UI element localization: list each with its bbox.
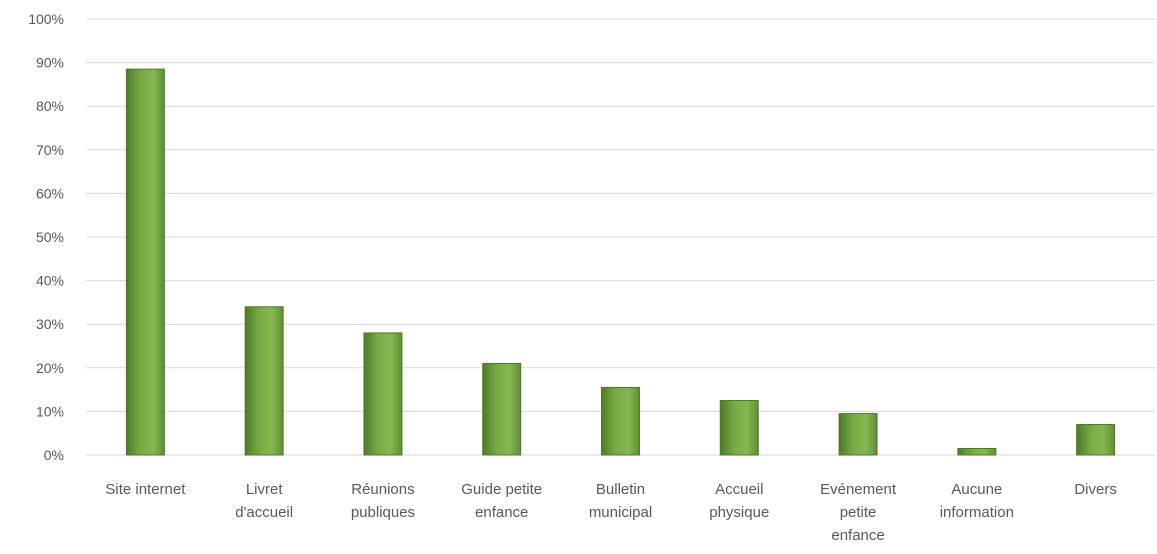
y-tick-label: 80% bbox=[36, 98, 64, 114]
x-category-label-line: information bbox=[940, 504, 1014, 521]
x-category-label-line: petite bbox=[840, 504, 877, 521]
x-category-label-line: Aucune bbox=[951, 481, 1002, 498]
bar bbox=[1076, 423, 1116, 456]
x-category-label-line: Livret bbox=[246, 481, 284, 498]
bar bbox=[482, 362, 522, 456]
y-tick-label: 70% bbox=[36, 142, 64, 158]
y-tick-label: 30% bbox=[36, 316, 64, 332]
y-axis-tick-labels: 0% 10% 20% 30% 40% 50% 60% 70% 80% 90% 100% bbox=[28, 11, 64, 463]
x-axis-category-labels: Site internet Livret d'accueil Réunions publ… bbox=[105, 481, 1117, 544]
x-category-label-line: Site internet bbox=[105, 481, 186, 498]
x-category-label-line: Réunions bbox=[351, 481, 414, 498]
x-category-label: Divers bbox=[1074, 481, 1117, 498]
x-category-label: Livret d'accueil bbox=[235, 481, 293, 521]
x-category-label: Accueil physique bbox=[709, 481, 769, 521]
y-tick-label: 50% bbox=[36, 229, 64, 245]
bar bbox=[957, 447, 997, 456]
x-category-label: Evénement petite enfance bbox=[820, 481, 897, 544]
x-category-label-line: enfance bbox=[831, 527, 884, 544]
x-category-label: Réunions publiques bbox=[351, 481, 415, 521]
x-category-label-line: Divers bbox=[1074, 481, 1117, 498]
x-category-label-line: publiques bbox=[351, 504, 415, 521]
bar bbox=[244, 306, 284, 456]
y-tick-label: 10% bbox=[36, 403, 64, 419]
bar bbox=[838, 413, 878, 456]
x-category-label: Bulletin municipal bbox=[589, 481, 652, 521]
x-category-label-line: municipal bbox=[589, 504, 652, 521]
x-category-label-line: Evénement bbox=[820, 481, 897, 498]
x-category-label-line: d'accueil bbox=[235, 504, 293, 521]
y-tick-label: 40% bbox=[36, 273, 64, 289]
y-tick-label: 20% bbox=[36, 360, 64, 376]
x-category-label-line: Bulletin bbox=[596, 481, 645, 498]
bar bbox=[363, 332, 403, 456]
y-tick-label: 0% bbox=[44, 447, 64, 463]
y-tick-label: 100% bbox=[28, 11, 64, 27]
x-category-label: Site internet bbox=[105, 481, 186, 498]
x-category-label-line: enfance bbox=[475, 504, 528, 521]
bar bbox=[719, 400, 759, 456]
bar bbox=[125, 68, 165, 456]
x-category-label-line: Accueil bbox=[715, 481, 763, 498]
x-category-label: Guide petite enfance bbox=[461, 481, 542, 521]
bar bbox=[601, 386, 640, 456]
bars bbox=[125, 68, 1116, 456]
y-tick-label: 60% bbox=[36, 185, 64, 201]
y-tick-label: 90% bbox=[36, 55, 64, 71]
x-category-label: Aucune information bbox=[940, 481, 1014, 521]
x-category-label-line: Guide petite bbox=[461, 481, 542, 498]
x-category-label-line: physique bbox=[709, 504, 769, 521]
